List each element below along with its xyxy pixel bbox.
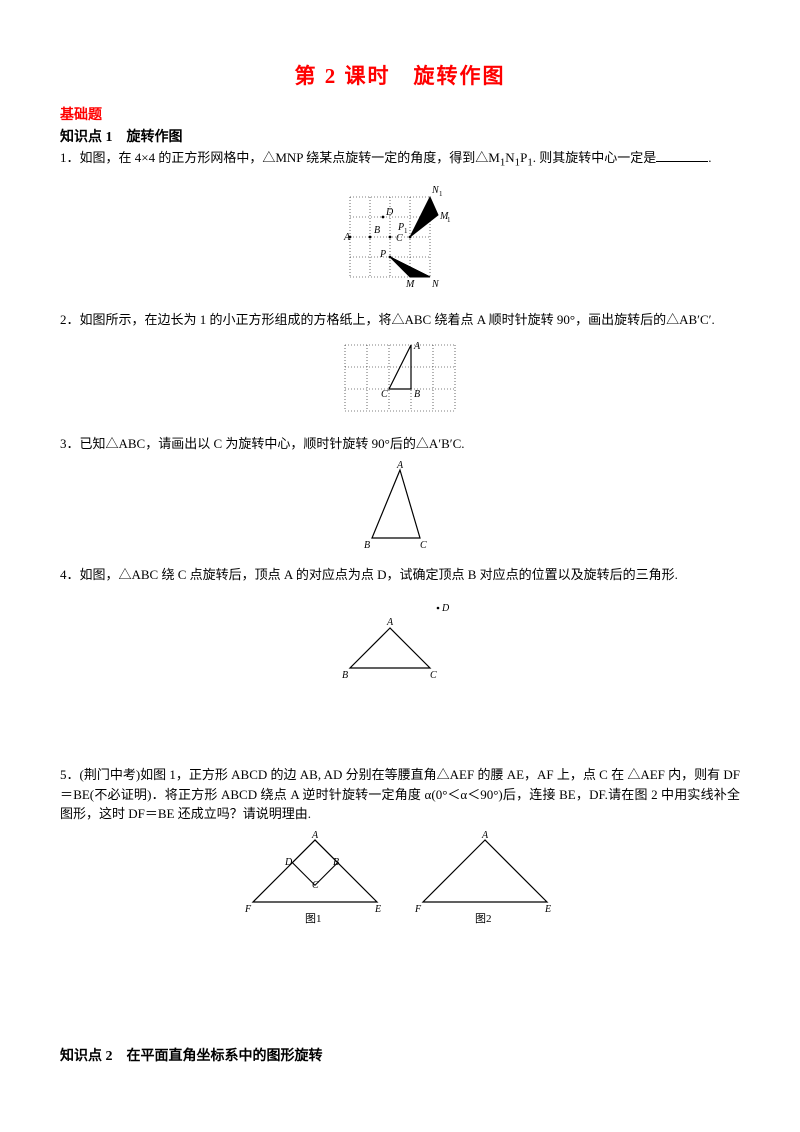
question-1: 1．如图，在 4×4 的正方形网格中，△MNP 绕某点旋转一定的角度，得到△M1… [60, 148, 740, 171]
f3-A: A [396, 460, 404, 471]
f2-C: C [381, 389, 388, 400]
lbl-N: N [431, 279, 440, 290]
knowledge-point-1-header: 知识点 1 旋转作图 [60, 126, 740, 146]
q1-b: N [505, 150, 514, 165]
spacer-2 [60, 943, 740, 1043]
q1-e: . [708, 150, 711, 165]
page: 第 2 课时 旋转作图 基础题 知识点 1 旋转作图 1．如图，在 4×4 的正… [0, 0, 800, 1132]
f3-B: B [364, 540, 370, 551]
question-5: 5．(荆门中考)如图 1，正方形 ABCD 的边 AB, AD 分别在等腰直角△… [60, 765, 740, 824]
f4-D: D [441, 603, 450, 614]
f5-E1: E [374, 904, 381, 915]
f5-t1: 图1 [305, 912, 322, 925]
f4-A: A [386, 617, 394, 628]
f4-C: C [430, 670, 437, 681]
f5-A1: A [311, 830, 319, 841]
f5-F1: F [244, 904, 252, 915]
lbl-P: P [379, 249, 386, 260]
f2-A: A [413, 341, 421, 352]
knowledge-point-2-header: 知识点 2 在平面直角坐标系中的图形旋转 [60, 1045, 740, 1065]
figure-1: A B C D P M N P 1 M 1 N 1 [60, 177, 740, 302]
f5-A2: A [481, 830, 489, 841]
figure-3: A B C [60, 460, 740, 557]
lbl-P1s: 1 [404, 227, 408, 235]
basic-problems-header: 基础题 [60, 104, 740, 124]
figure-4: A B C D [60, 590, 740, 695]
lbl-A: A [343, 232, 351, 243]
lbl-C: C [396, 233, 403, 244]
lbl-N1s: 1 [439, 190, 443, 198]
question-3: 3．已知△ABC，请画出以 C 为旋转中心，顺时针旋转 90°后的△A′B′C. [60, 434, 740, 454]
q1-blank [656, 148, 708, 162]
lbl-B: B [374, 225, 380, 236]
spacer [60, 703, 740, 763]
f5-F2: F [414, 904, 422, 915]
q1-d: . 则其旋转中心一定是 [533, 150, 657, 165]
lbl-M1s: 1 [447, 216, 451, 224]
f4-B: B [342, 670, 348, 681]
f2-B: B [414, 389, 420, 400]
f5-C1: C [312, 880, 319, 891]
q1-a: 1．如图，在 4×4 的正方形网格中，△MNP 绕某点旋转一定的角度，得到△M [60, 150, 500, 165]
question-2: 2．如图所示，在边长为 1 的小正方形组成的方格纸上，将△ABC 绕着点 A 顺… [60, 310, 740, 330]
f5-t2: 图2 [475, 912, 492, 925]
figure-5: A B C D F E 图1 A F E 图2 [60, 830, 740, 935]
figure-2: A B C [60, 335, 740, 426]
page-title: 第 2 课时 旋转作图 [60, 60, 740, 90]
f5-B1: B [333, 857, 339, 868]
question-4: 4．如图，△ABC 绕 C 点旋转后，顶点 A 的对应点为点 D，试确定顶点 B… [60, 565, 740, 585]
lbl-M: M [405, 279, 415, 290]
lbl-D: D [385, 207, 394, 218]
f3-C: C [420, 540, 427, 551]
f5-D1: D [284, 857, 293, 868]
f5-E2: E [544, 904, 551, 915]
